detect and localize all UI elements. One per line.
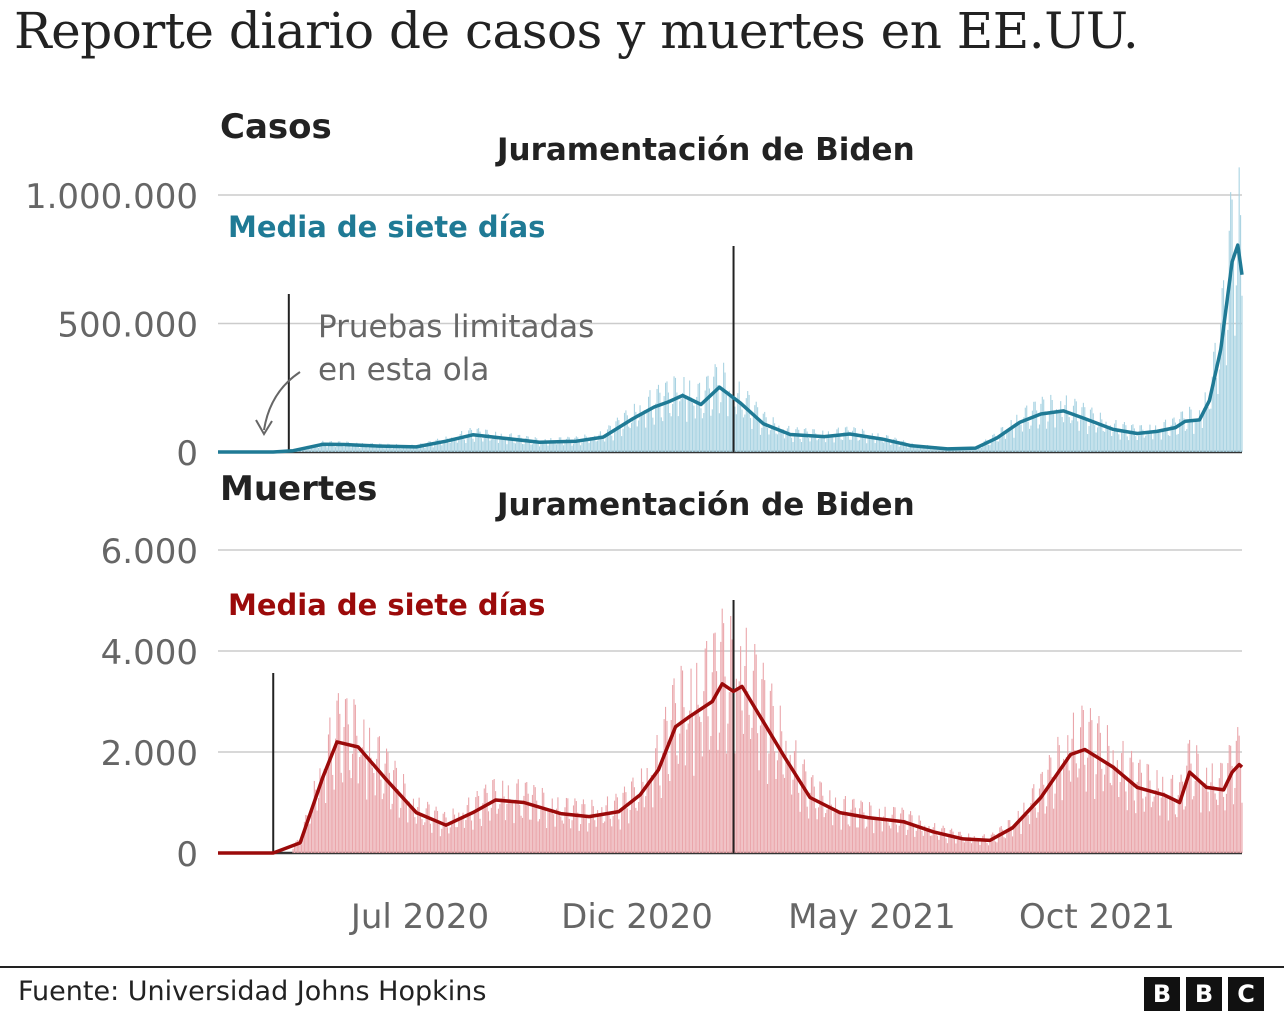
limited-testing-arrowhead: [255, 419, 273, 436]
bbc-logo: B B C: [1144, 977, 1264, 1011]
deaths-seven-day-average-line: [218, 682, 1244, 855]
cases-panel: 1.000.000 500.000 0 Casos Juramentación de…: [25, 107, 1244, 474]
x-tick-label: Oct 2021: [1019, 897, 1175, 937]
deaths-y-tick-label: 0: [176, 835, 198, 875]
chart-canvas: 1.000.000 500.000 0 Casos Juramentación de…: [25, 107, 1244, 937]
cases-y-tick-label: 500.000: [57, 306, 198, 346]
cases-event-label: Juramentación de Biden: [495, 132, 915, 168]
deaths-series-label: Media de siete días: [228, 588, 545, 622]
deaths-panel-title: Muertes: [220, 469, 377, 509]
deaths-y-tick-labels: 6.000 4.000 2.000 0: [101, 532, 198, 875]
deaths-daily-bars: [292, 608, 1243, 853]
bbc-logo-letter: C: [1228, 977, 1264, 1011]
limited-testing-note-line2: en esta ola: [318, 352, 489, 388]
deaths-y-tick-label: 4.000: [101, 633, 198, 673]
x-tick-label: May 2021: [788, 897, 956, 937]
deaths-panel: 6.000 4.000 2.000 0 Muertes Juramentación d…: [101, 469, 1244, 875]
limited-testing-arrow: [263, 371, 301, 431]
bbc-logo-letter: B: [1144, 977, 1180, 1011]
cases-y-tick-labels: 1.000.000 500.000 0: [25, 177, 198, 474]
x-tick-labels: Jul 2020 Dic 2020 May 2021 Oct 2021: [349, 897, 1175, 937]
cases-y-tick-label: 0: [176, 434, 198, 474]
cases-event-lines: [287, 246, 735, 452]
cases-y-tick-label: 1.000.000: [25, 177, 198, 217]
cases-seven-day-average-line: [218, 243, 1244, 454]
deaths-event-lines: [272, 600, 735, 853]
deaths-gridlines: [218, 549, 1242, 855]
footer-divider: [0, 966, 1284, 968]
limited-testing-note-line1: Pruebas limitadas: [318, 309, 594, 345]
source-note: Fuente: Universidad Johns Hopkins: [18, 976, 487, 1007]
deaths-event-label: Juramentación de Biden: [495, 487, 915, 523]
bbc-logo-letter: B: [1186, 977, 1222, 1011]
cases-series-label: Media de siete días: [228, 210, 545, 244]
x-tick-label: Jul 2020: [349, 897, 489, 937]
chart-title: Reporte diario de casos y muertes en EE.…: [14, 2, 1139, 60]
deaths-y-tick-label: 2.000: [101, 734, 198, 774]
deaths-y-tick-label: 6.000: [101, 532, 198, 572]
cases-panel-title: Casos: [220, 107, 332, 147]
cases-gridlines: [218, 194, 1242, 454]
x-tick-label: Dic 2020: [561, 897, 713, 937]
